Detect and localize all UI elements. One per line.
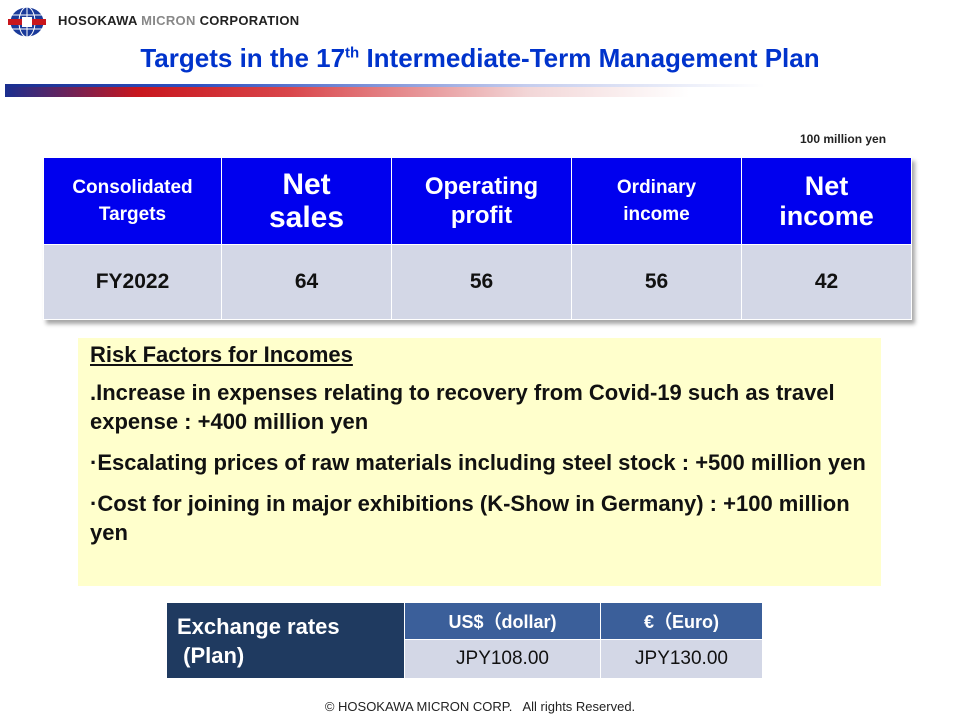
targets-header-row: Consolidated Targets Net sales Operating… <box>43 157 912 245</box>
header-stripe <box>5 84 955 97</box>
title-post: Intermediate-Term Management Plan <box>359 43 820 73</box>
unit-label: 100 million yen <box>800 132 887 146</box>
risk-title: Risk Factors for Incomes <box>90 342 353 367</box>
eur-value: JPY130.00 <box>600 639 763 679</box>
value-net-sales: 64 <box>221 244 392 320</box>
header-ordinary-income: Ordinary income <box>571 157 742 245</box>
net-income-line2: income <box>779 201 874 231</box>
value-operating-profit: 56 <box>391 244 572 320</box>
operating-line1: Operating <box>424 173 539 200</box>
targets-data-row: FY2022 64 56 56 42 <box>43 244 912 320</box>
page-title: Targets in the 17th Intermediate-Term Ma… <box>0 43 960 74</box>
row-label-fy2022: FY2022 <box>43 244 222 320</box>
header-stripe-blue <box>5 84 955 87</box>
exchange-rates-table: Exchange rates (Plan) US$（dollar) €（Euro… <box>166 602 763 679</box>
eur-header: €（Euro) <box>600 602 763 640</box>
value-ordinary-income: 56 <box>571 244 742 320</box>
company-name-corp: CORPORATION <box>199 13 300 28</box>
usd-header: US$（dollar) <box>404 602 601 640</box>
exchange-label-line1: Exchange rates <box>177 613 340 639</box>
ordinary-line2: income <box>623 204 690 225</box>
company-name-micron: MICRON <box>141 13 196 28</box>
company-name: HOSOKAWA MICRON CORPORATION <box>58 13 299 28</box>
operating-line2: profit <box>450 202 513 229</box>
globe-logo-icon <box>8 5 46 39</box>
title-pre: Targets in the 17 <box>140 43 346 73</box>
net-sales-line1: Net <box>282 168 331 201</box>
title-superscript: th <box>345 44 360 62</box>
value-net-income: 42 <box>741 244 912 320</box>
risk-factors-box: Risk Factors for Incomes .Increase in ex… <box>78 338 881 586</box>
company-name-bold: HOSOKAWA <box>58 13 138 28</box>
risk-item: ·Cost for joining in major exhibitions (… <box>90 491 850 545</box>
header-label-line2: Targets <box>98 204 167 225</box>
risk-item: ·Escalating prices of raw materials incl… <box>90 450 866 475</box>
exchange-label-line2: (Plan) <box>177 642 245 668</box>
copyright-footer: © HOSOKAWA MICRON CORP. All rights Reser… <box>324 699 636 714</box>
ordinary-line1: Ordinary <box>616 177 697 198</box>
net-sales-line2: sales <box>268 201 345 234</box>
targets-table: Consolidated Targets Net sales Operating… <box>43 157 912 320</box>
exchange-rates-label: Exchange rates (Plan) <box>166 602 405 679</box>
header-net-sales: Net sales <box>221 157 392 245</box>
usd-value: JPY108.00 <box>404 639 601 679</box>
header-net-income: Net income <box>741 157 912 245</box>
risk-item: .Increase in expenses relating to recove… <box>90 380 835 434</box>
header-label-line1: Consolidated <box>72 177 193 198</box>
net-income-line1: Net <box>804 171 849 201</box>
header-operating-profit: Operating profit <box>391 157 572 245</box>
header-consolidated-targets: Consolidated Targets <box>43 157 222 245</box>
